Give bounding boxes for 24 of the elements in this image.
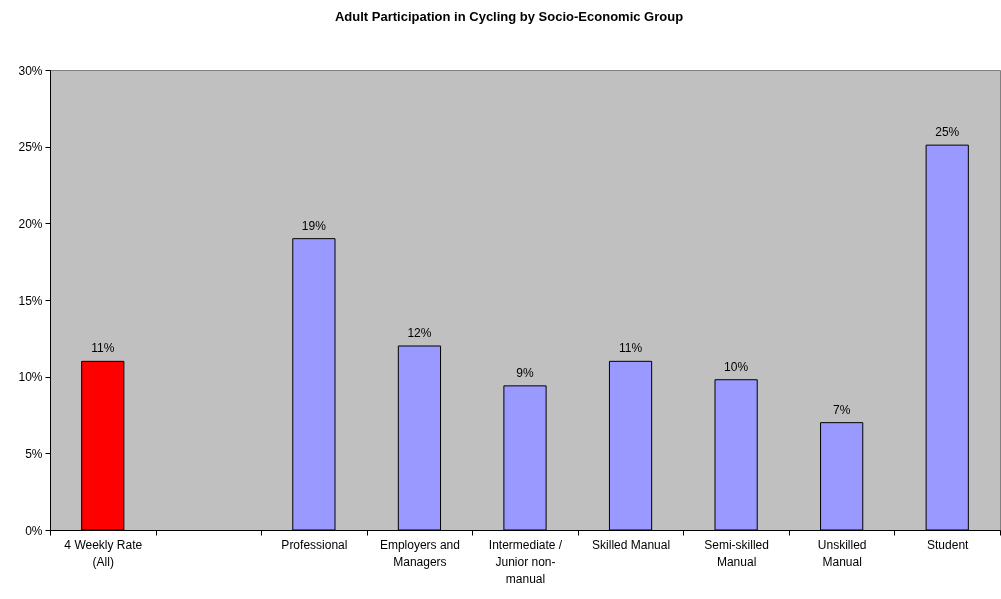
x-tick-label: Professional: [281, 537, 348, 552]
y-tick-label: 5%: [25, 446, 43, 461]
x-tick-label: Skilled Manual: [592, 537, 671, 552]
x-tick-label: Semi-skilled Manual: [704, 537, 769, 569]
y-tick-label: 10%: [18, 370, 43, 385]
x-tick-label: Employers and Managers: [379, 537, 460, 569]
data-label: 7%: [832, 402, 851, 417]
x-tick-label: Student: [927, 537, 970, 552]
chart-title: Adult Participation in Cycling by Socio-Economic Group: [334, 9, 684, 24]
data-label: 10%: [724, 359, 749, 374]
data-label: 12%: [407, 326, 432, 340]
data-label: 25%: [935, 125, 960, 140]
y-tick-label: 20%: [18, 216, 43, 231]
y-tick-label: 15%: [18, 293, 43, 308]
x-tick-label: Unskilled Manual: [817, 537, 867, 569]
data-label: 11%: [91, 341, 115, 356]
data-label: 9%: [516, 365, 534, 380]
data-label: 19%: [301, 218, 327, 233]
x-tick-label: 4 Weekly Rate (All): [64, 537, 143, 569]
data-label: 11%: [618, 341, 643, 356]
y-tick-label: 25%: [18, 140, 43, 155]
y-tick-label: 0%: [25, 523, 43, 538]
x-tick-label: Intermediate / Junior non-manual: [488, 537, 563, 586]
y-tick-label: 30%: [18, 63, 43, 78]
